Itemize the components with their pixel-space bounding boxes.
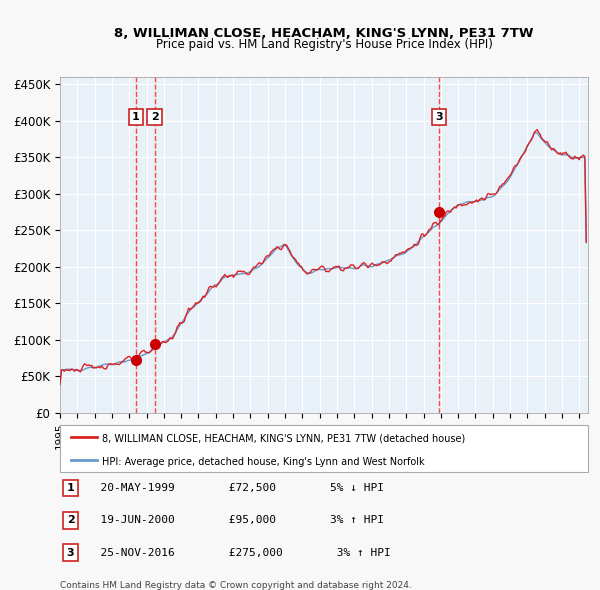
Text: 2: 2 — [151, 112, 158, 122]
Text: 3: 3 — [435, 112, 443, 122]
Text: 19-JUN-2000        £95,000        3% ↑ HPI: 19-JUN-2000 £95,000 3% ↑ HPI — [87, 516, 384, 525]
Text: 3: 3 — [67, 548, 74, 558]
Text: HPI: Average price, detached house, King's Lynn and West Norfolk: HPI: Average price, detached house, King… — [102, 457, 425, 467]
FancyBboxPatch shape — [60, 425, 588, 472]
Text: 2: 2 — [67, 516, 74, 525]
Text: 8, WILLIMAN CLOSE, HEACHAM, KING'S LYNN, PE31 7TW (detached house): 8, WILLIMAN CLOSE, HEACHAM, KING'S LYNN,… — [102, 433, 466, 443]
Text: 20-MAY-1999        £72,500        5% ↓ HPI: 20-MAY-1999 £72,500 5% ↓ HPI — [87, 483, 384, 493]
Text: 25-NOV-2016        £275,000        3% ↑ HPI: 25-NOV-2016 £275,000 3% ↑ HPI — [87, 548, 391, 558]
Text: 1: 1 — [132, 112, 140, 122]
Text: 8, WILLIMAN CLOSE, HEACHAM, KING'S LYNN, PE31 7TW: 8, WILLIMAN CLOSE, HEACHAM, KING'S LYNN,… — [114, 27, 534, 40]
Text: 1: 1 — [67, 483, 74, 493]
Text: Price paid vs. HM Land Registry's House Price Index (HPI): Price paid vs. HM Land Registry's House … — [155, 38, 493, 51]
Text: Contains HM Land Registry data © Crown copyright and database right 2024.
This d: Contains HM Land Registry data © Crown c… — [60, 581, 412, 590]
